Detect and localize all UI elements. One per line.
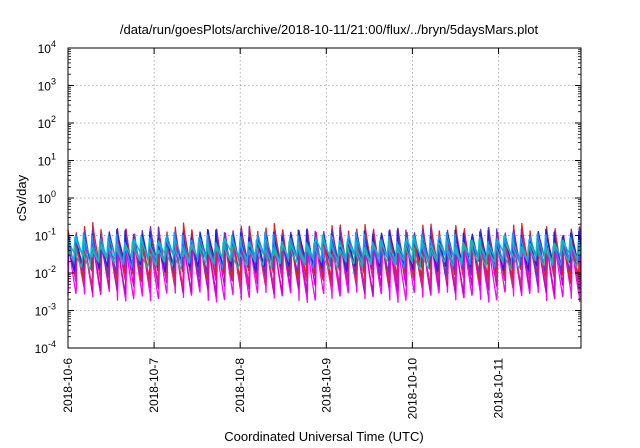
series-line-7 [67, 234, 582, 265]
x-tick-label: 2018-10-10 [405, 358, 419, 420]
chart-title: /data/run/goesPlots/archive/2018-10-11/2… [120, 22, 539, 37]
y-tick-label: 102 [38, 114, 56, 131]
series-layer [67, 222, 582, 303]
y-tick-label: 103 [38, 77, 56, 94]
plot-frame [67, 47, 582, 349]
x-axis-label: Coordinated Universal Time (UTC) [224, 429, 423, 444]
y-tick-label: 101 [38, 152, 56, 169]
grid [68, 48, 581, 348]
x-tick-label: 2018-10-8 [233, 358, 247, 413]
y-tick-label: 10-3 [35, 302, 56, 319]
x-tick-labels: 2018-10-6 2018-10-7 2018-10-8 2018-10-9 2018… [61, 358, 505, 420]
y-tick-label: 100 [38, 189, 56, 206]
x-tick-label: 2018-10-9 [319, 358, 333, 413]
y-axis-label: cSv/day [14, 174, 29, 221]
series-line-6 [67, 231, 582, 270]
y-tick-labels: 10-4 10-3 10-2 10-1 100 101 102 103 104 [35, 39, 56, 356]
y-tick-label: 104 [38, 39, 56, 56]
axes [67, 47, 582, 349]
x-tick-label: 2018-10-11 [491, 358, 505, 419]
y-tick-label: 10-4 [35, 339, 56, 356]
y-tick-label: 10-1 [35, 227, 56, 244]
series-line-8 [67, 239, 582, 271]
y-tick-label: 10-2 [35, 264, 56, 281]
x-tick-label: 2018-10-7 [147, 358, 161, 413]
x-tick-label: 2018-10-6 [61, 358, 75, 413]
